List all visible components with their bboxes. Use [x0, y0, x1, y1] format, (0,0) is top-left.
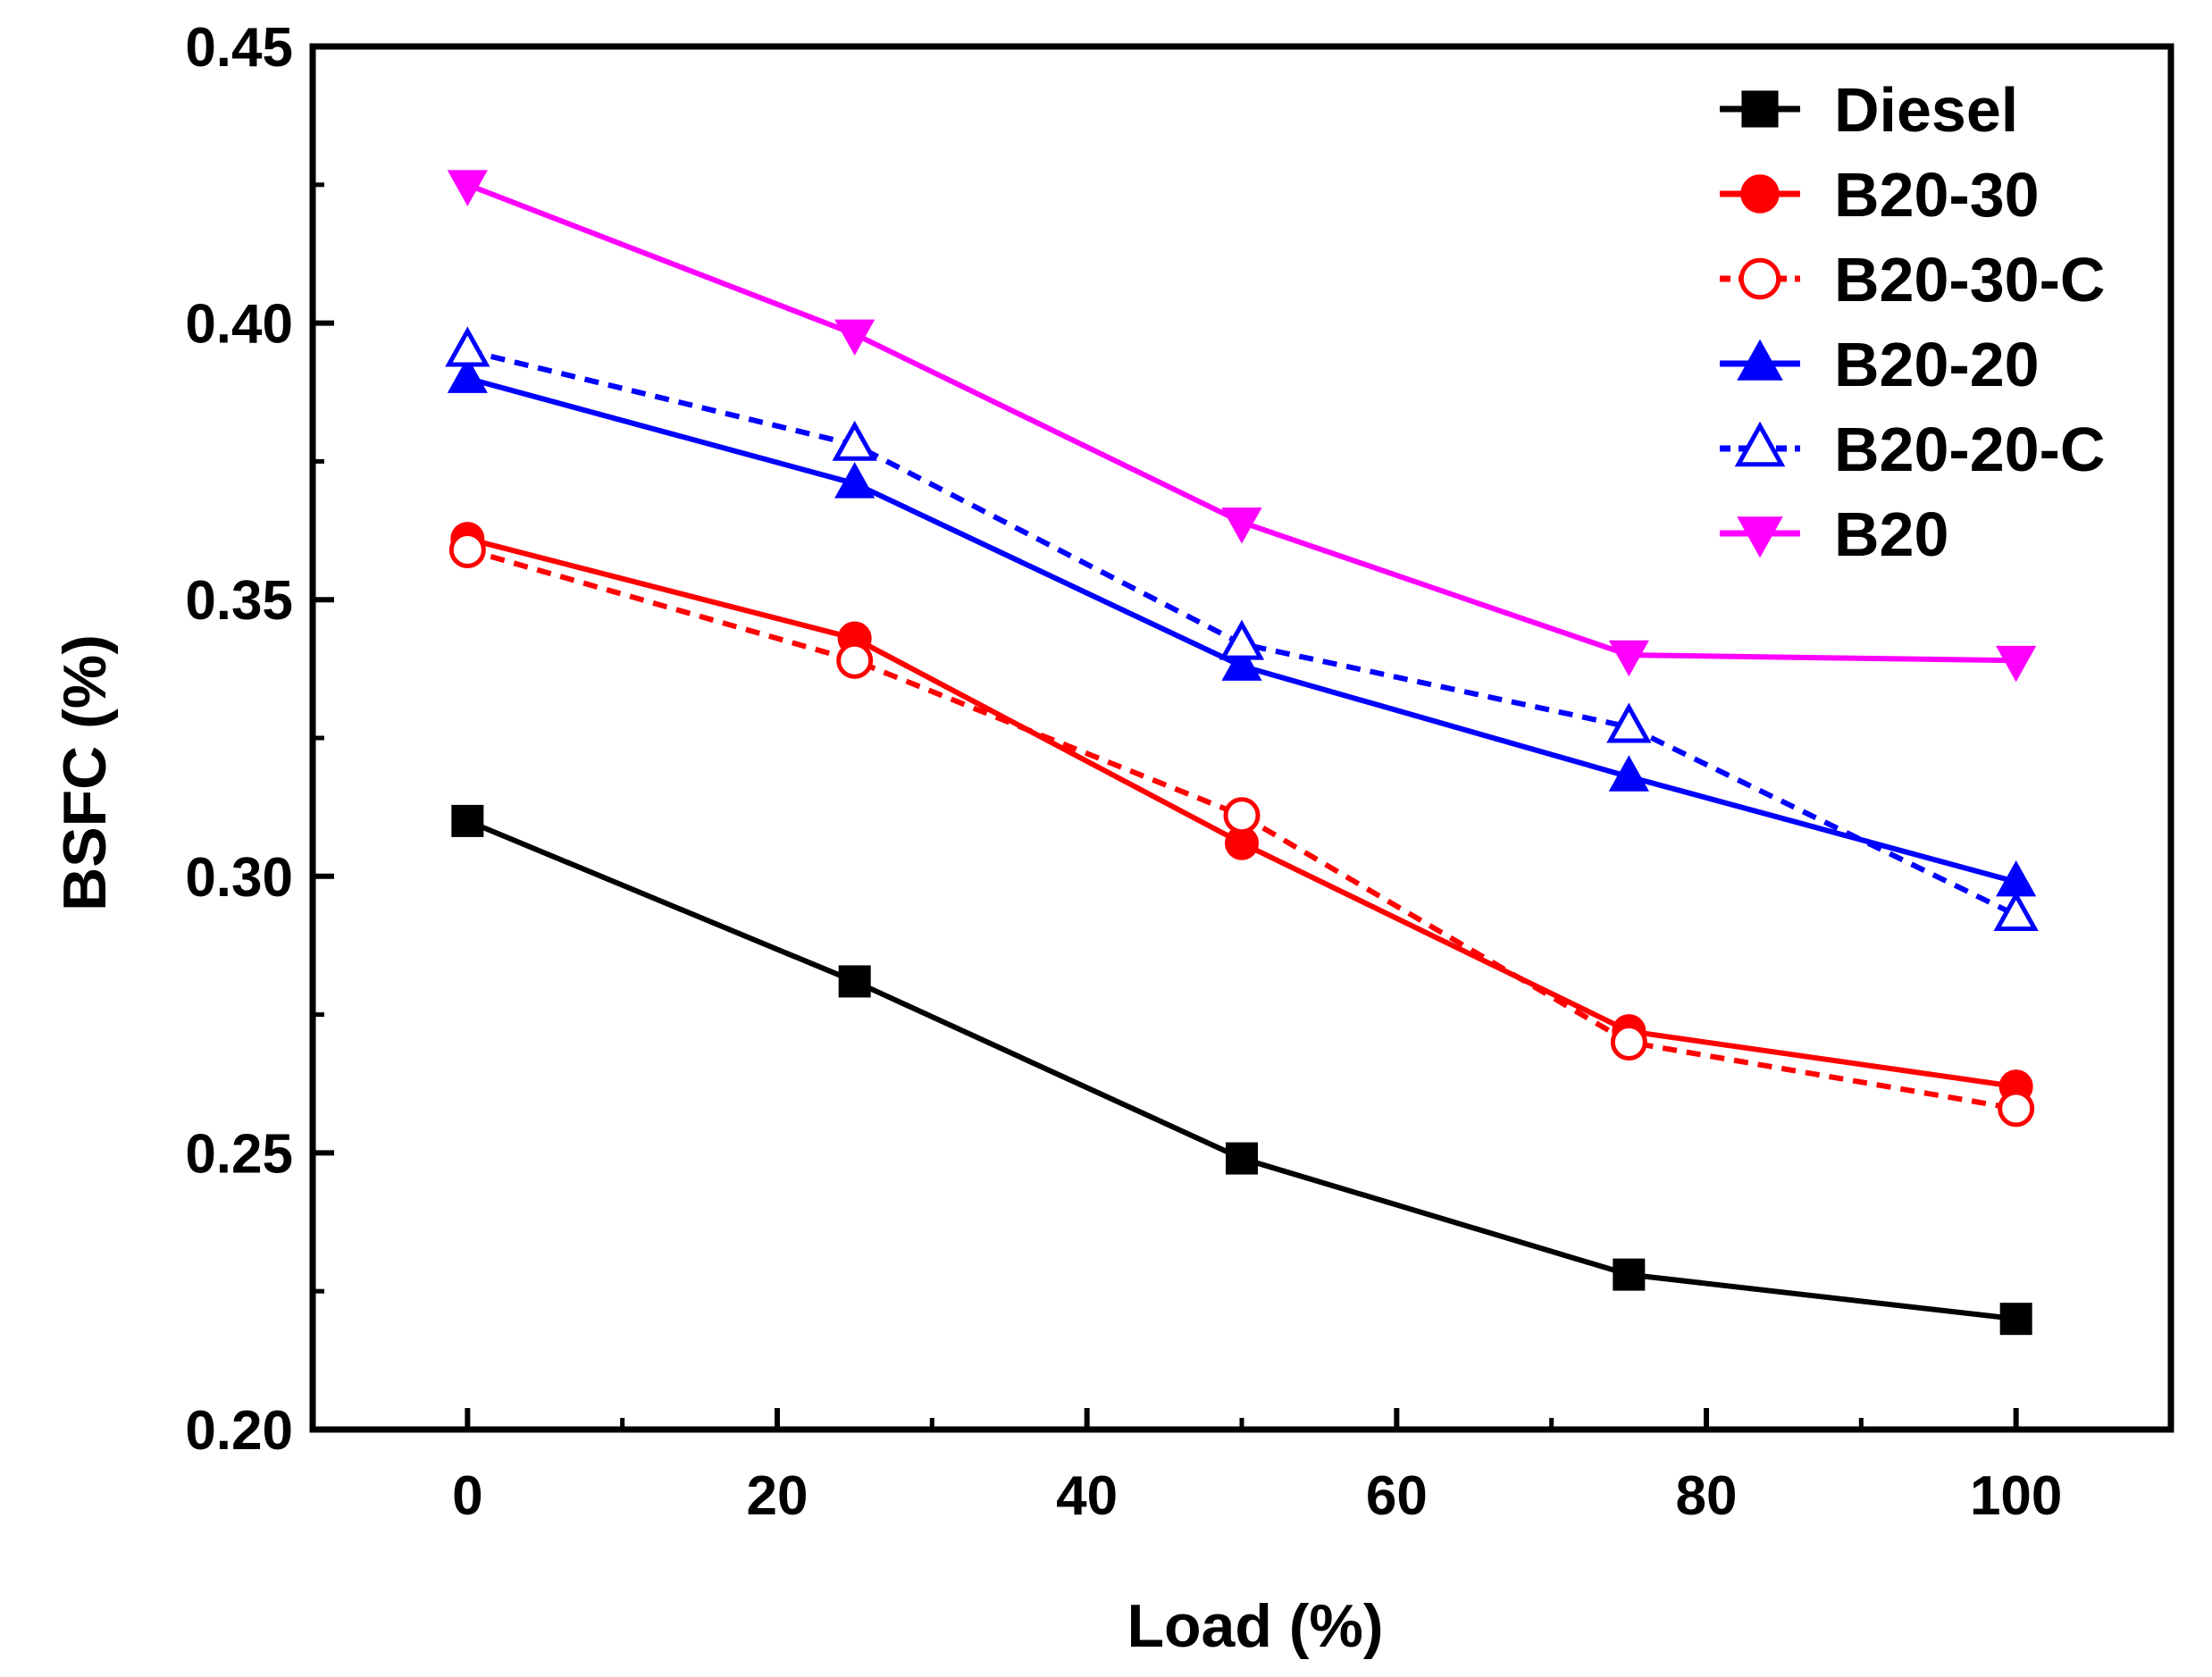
- x-tick-label: 80: [1676, 1465, 1738, 1527]
- legend-entry-b20: B20: [1720, 499, 1948, 569]
- data-point-b20: [834, 319, 876, 356]
- series-line-b20-30-c: [466, 547, 2017, 1111]
- data-point-diesel: [451, 804, 484, 837]
- data-point-b20-30-c: [448, 531, 486, 568]
- legend-label: B20-20-C: [1834, 415, 2105, 484]
- data-point-b20-20-c: [832, 420, 877, 461]
- data-point-b20-20-c: [1606, 702, 1652, 743]
- legend-marker: [1740, 174, 1780, 214]
- data-point-b20-20: [447, 356, 488, 393]
- data-point-b20-30-c: [1610, 1024, 1647, 1061]
- legend-label: B20-30: [1834, 160, 2040, 230]
- data-point-b20: [447, 170, 488, 206]
- legend-label: B20: [1834, 499, 1948, 569]
- data-point-diesel: [1226, 1142, 1258, 1175]
- legend-marker: [1737, 339, 1783, 381]
- x-axis-title: Load (%): [1127, 1592, 1383, 1660]
- x-tick-label: 40: [1056, 1465, 1118, 1527]
- series-b20-20-c: [445, 326, 2039, 932]
- legend-entry-b20-20: B20-20: [1720, 330, 2040, 399]
- x-tick-label: 60: [1366, 1465, 1428, 1527]
- y-axis-title: BSFC (%): [51, 634, 119, 911]
- data-point-b20: [1608, 640, 1649, 677]
- data-point-b20: [1996, 645, 2037, 683]
- legend-entry-b20-30: B20-30: [1720, 160, 2040, 230]
- series-b20-20: [447, 356, 2037, 897]
- y-tick-label: 0.40: [185, 294, 293, 356]
- legend: Diesel B20-30 B20-30-C B20-20 B20-20-C B20: [1720, 75, 2105, 569]
- legend-marker: [1737, 516, 1783, 558]
- data-point-b20-30-c: [836, 641, 874, 679]
- axis-ticks-group: 0 20 40 60 80 100 0.20 0.25 0.30 0.35 0.40 0.45: [185, 17, 2174, 1527]
- data-point-b20-20: [1221, 644, 1262, 681]
- y-tick-label: 0.35: [185, 570, 293, 632]
- data-point-b20-20-c: [1993, 891, 2039, 932]
- series-b20-30-c: [448, 531, 2035, 1128]
- series-diesel: [451, 804, 2032, 1336]
- legend-entry-diesel: Diesel: [1720, 75, 2018, 145]
- legend-label: Diesel: [1834, 75, 2018, 145]
- y-tick-label: 0.25: [185, 1123, 293, 1185]
- series-line-b20: [466, 182, 2016, 664]
- x-tick-label: 0: [452, 1465, 482, 1527]
- legend-marker: [1739, 257, 1781, 300]
- legend-entry-b20-20-c: B20-20-C: [1720, 415, 2105, 484]
- series-b20: [447, 170, 2037, 683]
- data-point-b20-30-c: [1223, 797, 1261, 834]
- data-point-diesel: [1999, 1303, 2032, 1336]
- data-point-b20-20: [834, 462, 876, 499]
- x-tick-label: 20: [747, 1465, 809, 1527]
- data-point-b20-20-c: [1219, 619, 1265, 660]
- legend-label: B20-30-C: [1834, 245, 2105, 314]
- series-group: [445, 170, 2039, 1336]
- y-tick-label: 0.45: [185, 17, 293, 79]
- legend-entry-b20-30-c: B20-30-C: [1720, 245, 2105, 314]
- data-point-b20-20: [1608, 755, 1649, 792]
- legend-marker: [1734, 421, 1786, 467]
- x-tick-label: 100: [1970, 1465, 2062, 1527]
- data-point-diesel: [1613, 1258, 1646, 1291]
- y-tick-label: 0.20: [185, 1400, 293, 1462]
- legend-label: B20-20: [1834, 330, 2040, 399]
- legend-marker: [1741, 90, 1779, 128]
- data-point-b20-30-c: [1998, 1090, 2035, 1128]
- data-point-diesel: [838, 965, 871, 998]
- data-point-b20-20-c: [445, 326, 490, 367]
- y-tick-label: 0.30: [185, 847, 293, 909]
- data-point-b20: [1221, 507, 1262, 544]
